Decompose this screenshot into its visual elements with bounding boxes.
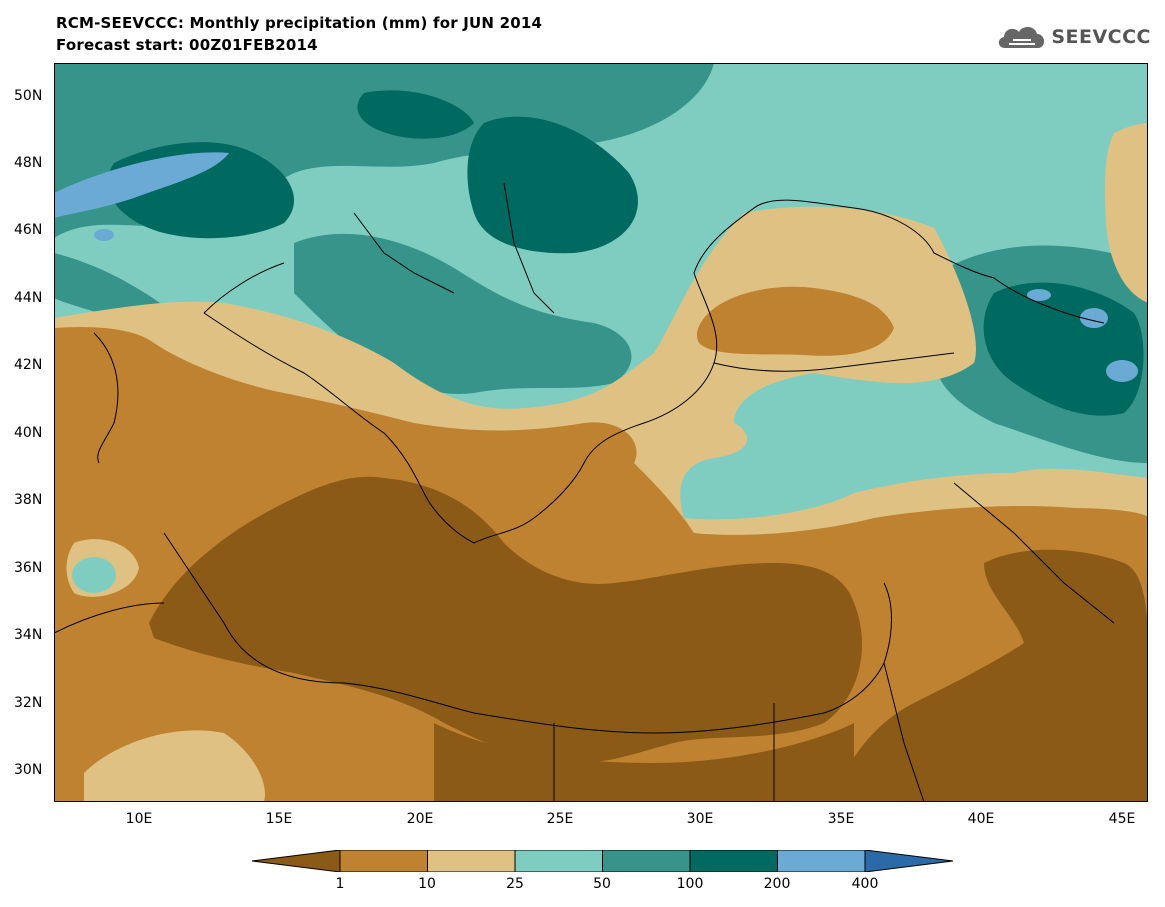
lat-tick-label: 32N [14, 695, 43, 711]
lat-tick-label: 46N [14, 222, 43, 238]
map-plot [54, 63, 1148, 802]
precip-1-10-black-sea [696, 286, 894, 356]
cloud-icon [999, 26, 1045, 48]
lon-tick-label: 20E [406, 811, 434, 827]
lat-tick-label: 48N [14, 155, 43, 171]
precip-100-200-north [357, 90, 474, 139]
lat-tick-label: 34N [14, 627, 43, 643]
lon-tick-label: 40E [967, 811, 995, 827]
lon-tick-label: 25E [546, 811, 574, 827]
precip-200-400-patch-4 [1106, 360, 1138, 382]
lat-tick-label: 36N [14, 560, 43, 576]
colorbar-label: 100 [676, 876, 704, 892]
precip-below-1-med [149, 476, 863, 763]
colorbar-label: 1 [335, 876, 345, 892]
precip-200-400-patch-1 [94, 229, 114, 241]
colorbar-label: 200 [763, 876, 791, 892]
precip-25-50-tunisia [72, 557, 116, 593]
coastlines [54, 182, 1115, 802]
lat-tick-label: 38N [14, 492, 43, 508]
colorbar-segment-1-10 [339, 850, 428, 872]
colorbar-segment-100-200 [689, 850, 778, 872]
colorbar-label: 25 [506, 876, 524, 892]
precip-below-1-libya [434, 723, 854, 802]
colorbar-label: 400 [851, 876, 879, 892]
colorbar-segment-25-50 [514, 850, 603, 872]
lon-tick-label: 35E [827, 811, 855, 827]
precip-200-400-alps [54, 152, 229, 218]
colorbar-segment-below-1 [252, 850, 341, 872]
forecast-start-label: Forecast start: 00Z01FEB2014 [56, 36, 318, 54]
colorbar-label: 50 [593, 876, 611, 892]
colorbar-segment-10-25 [427, 850, 516, 872]
colorbar [252, 850, 954, 872]
lat-tick-label: 30N [14, 762, 43, 778]
precipitation-map [54, 63, 1148, 802]
lat-tick-label: 44N [14, 290, 43, 306]
precip-1-10-south [54, 326, 1148, 802]
lon-tick-label: 30E [686, 811, 714, 827]
seevccc-logo: SEEVCCC [995, 22, 1151, 52]
precip-50-100-balkans [294, 233, 632, 394]
colorbar-segment-50-100 [602, 850, 691, 872]
colorbar-label: 10 [418, 876, 436, 892]
logo-text: SEEVCCC [1051, 26, 1151, 48]
lon-tick-label: 45E [1108, 811, 1136, 827]
precip-200-400-patch-2 [1027, 289, 1051, 301]
map-title: RCM-SEEVCCC: Monthly precipitation (mm) … [56, 14, 543, 32]
colorbar-segment-above-400 [864, 850, 954, 872]
precip-10-25-northeast [1104, 123, 1148, 303]
lat-tick-label: 40N [14, 425, 43, 441]
precip-200-400-patch-3 [1080, 308, 1108, 328]
lat-tick-label: 50N [14, 88, 43, 104]
precip-10-25-africa [84, 730, 265, 802]
colorbar-segment-200-400 [777, 850, 866, 872]
lat-tick-label: 42N [14, 357, 43, 373]
lon-tick-label: 15E [265, 811, 293, 827]
lon-tick-label: 10E [125, 811, 153, 827]
precip-below-1-east [834, 549, 1148, 802]
